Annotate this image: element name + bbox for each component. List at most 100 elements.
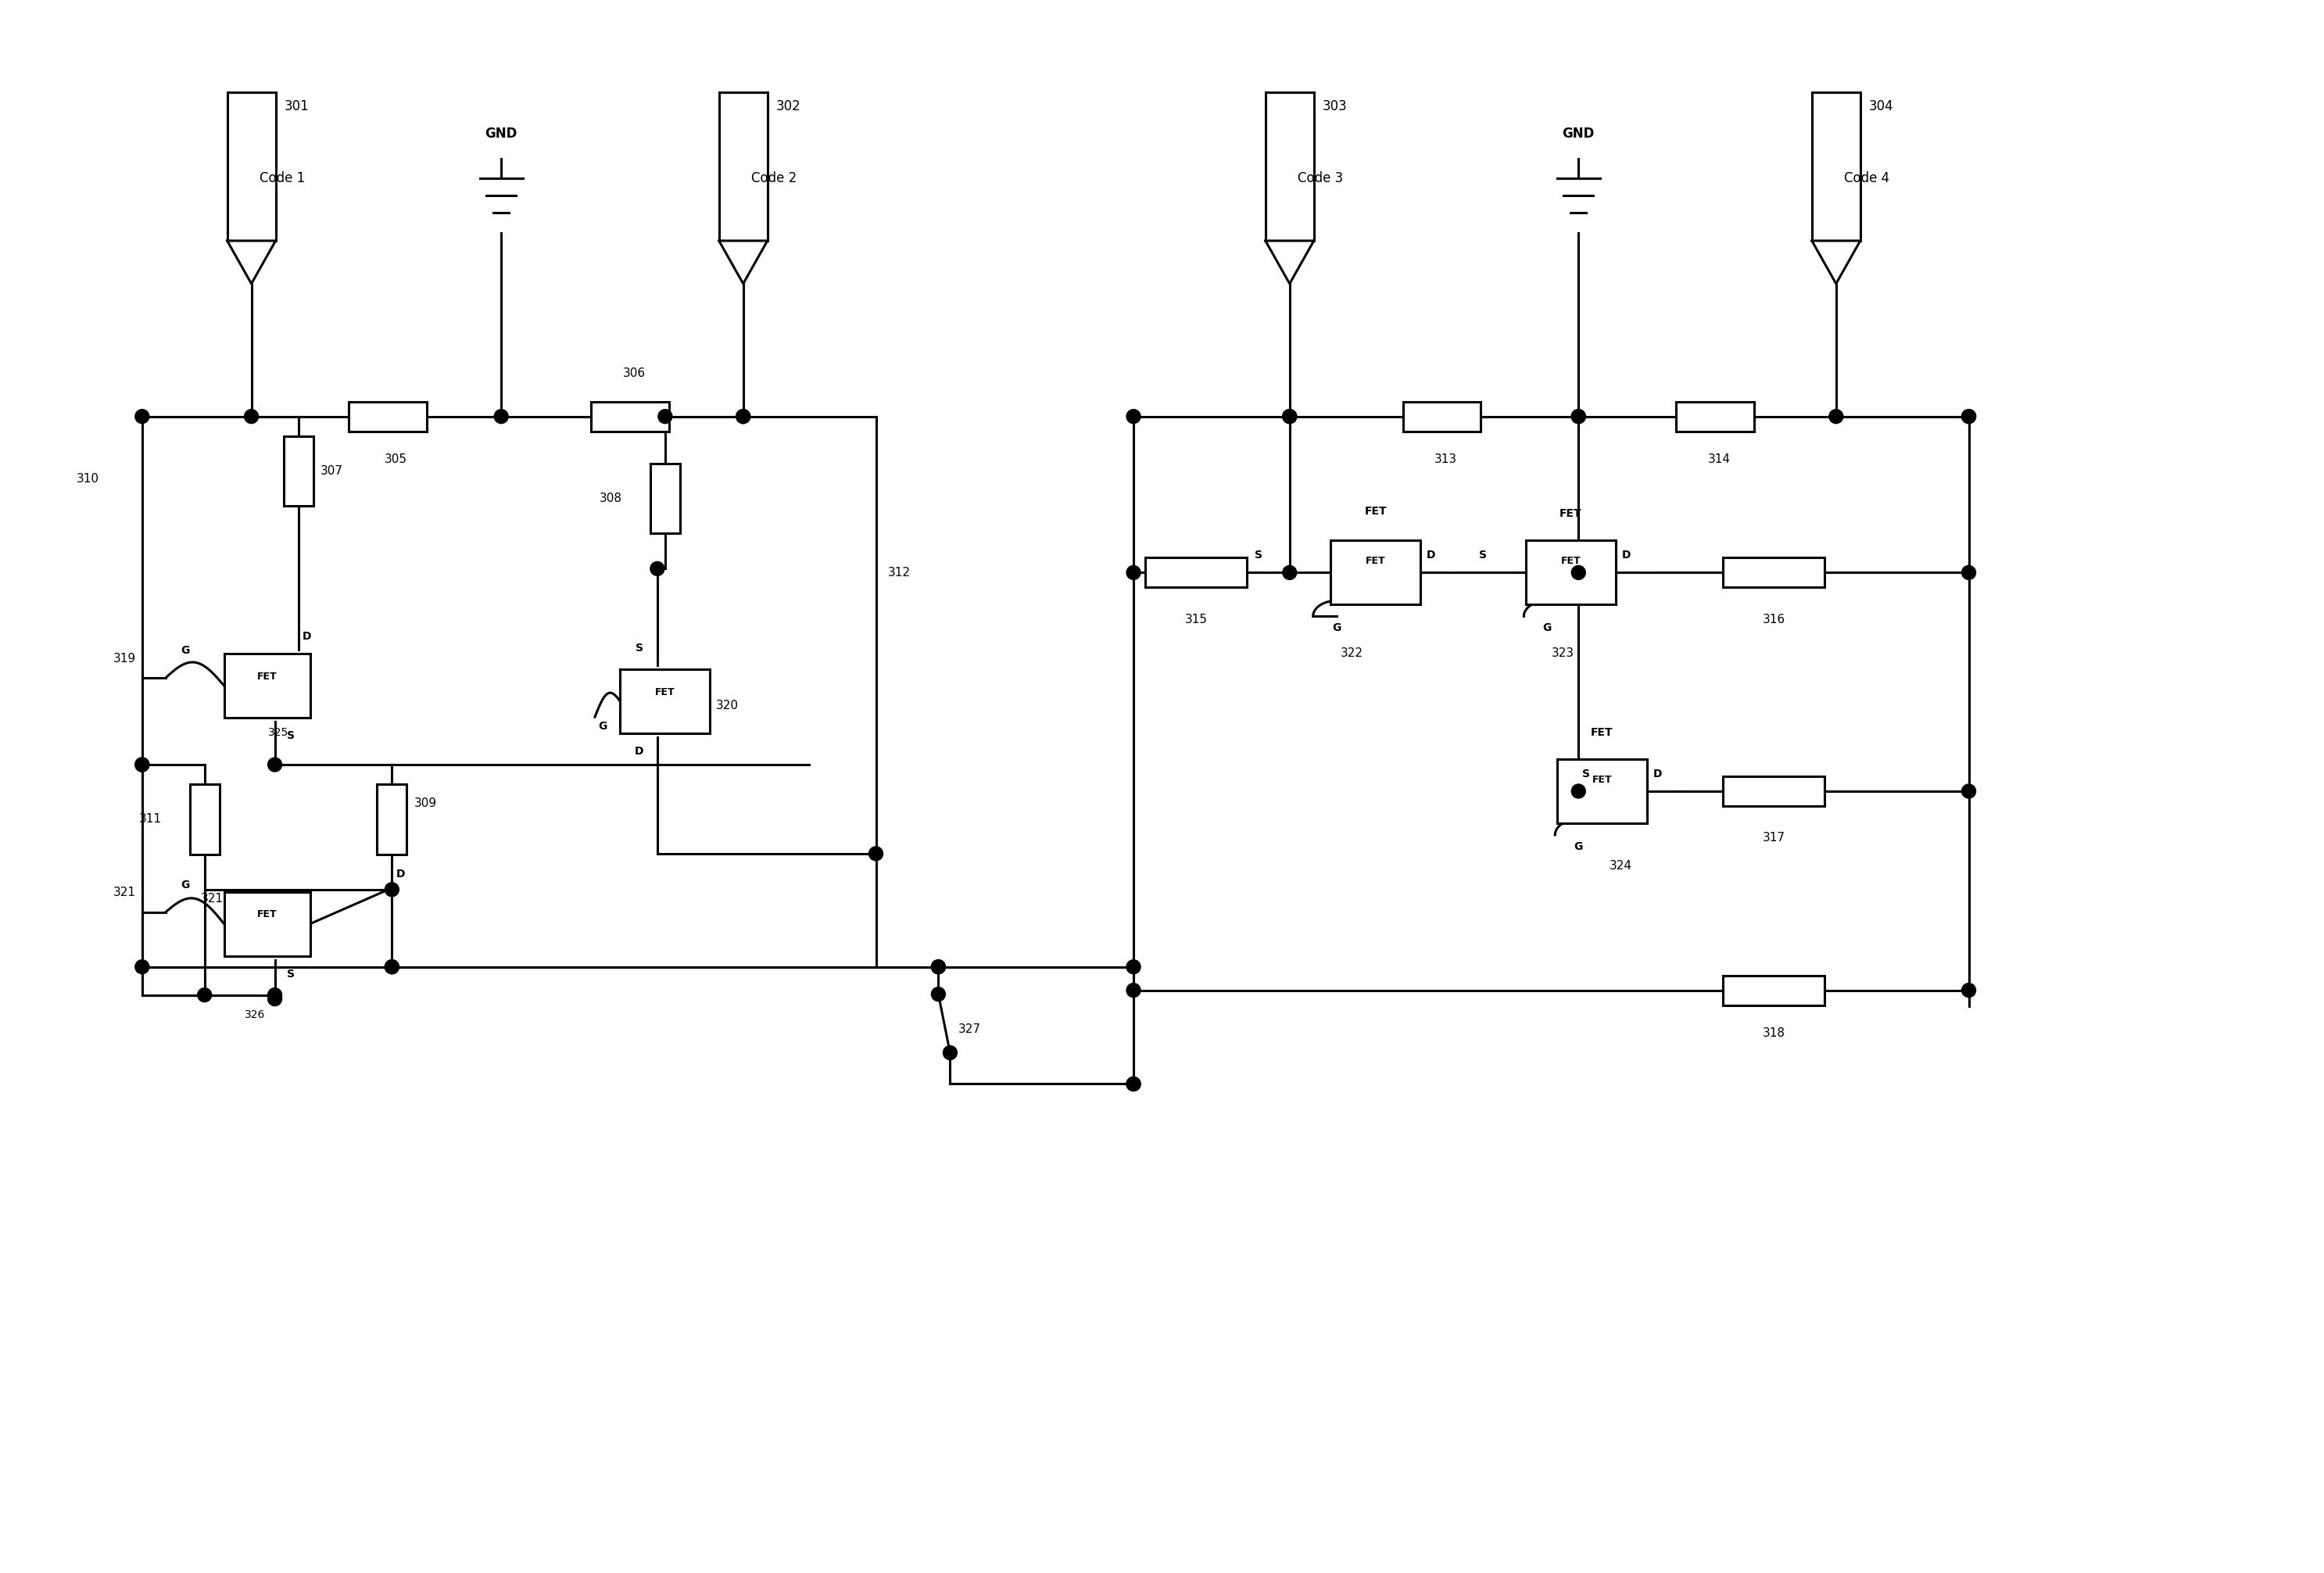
- Bar: [590, 401, 669, 431]
- Bar: [228, 93, 277, 241]
- Text: 309: 309: [414, 798, 437, 810]
- Text: 321: 321: [114, 887, 135, 898]
- Text: G: G: [1332, 623, 1341, 634]
- Circle shape: [135, 758, 149, 772]
- Text: 305: 305: [383, 453, 407, 466]
- Polygon shape: [718, 241, 767, 283]
- Text: 301: 301: [284, 99, 309, 113]
- Text: 304: 304: [1868, 99, 1894, 113]
- Text: 306: 306: [623, 368, 646, 379]
- Circle shape: [932, 960, 946, 974]
- Text: 314: 314: [1708, 453, 1731, 466]
- Bar: [191, 785, 218, 854]
- Circle shape: [1283, 409, 1297, 423]
- Text: 303: 303: [1322, 99, 1348, 113]
- Bar: [1722, 558, 1824, 587]
- Text: G: G: [1573, 842, 1583, 853]
- Bar: [223, 892, 309, 956]
- Circle shape: [1571, 785, 1585, 798]
- Circle shape: [869, 846, 883, 860]
- Text: 327: 327: [957, 1024, 981, 1035]
- Text: S: S: [634, 643, 644, 654]
- Circle shape: [1961, 785, 1975, 798]
- Circle shape: [1571, 409, 1585, 423]
- Circle shape: [651, 562, 665, 576]
- Polygon shape: [1813, 241, 1859, 283]
- Text: 323: 323: [1552, 647, 1573, 659]
- Circle shape: [1571, 566, 1585, 579]
- Bar: [376, 785, 407, 854]
- Text: D: D: [634, 746, 644, 757]
- Text: Code 1: Code 1: [260, 171, 304, 186]
- Circle shape: [737, 409, 751, 423]
- Text: D: D: [302, 631, 311, 642]
- Circle shape: [932, 988, 946, 1000]
- Text: G: G: [1543, 623, 1552, 634]
- Circle shape: [1127, 566, 1141, 579]
- Text: 325: 325: [270, 727, 288, 738]
- Text: 326: 326: [244, 1008, 265, 1019]
- Text: FET: FET: [655, 687, 676, 697]
- Text: 319: 319: [114, 653, 135, 664]
- Bar: [1557, 760, 1648, 823]
- Text: Code 3: Code 3: [1297, 171, 1343, 186]
- Text: S: S: [1583, 769, 1590, 780]
- Text: FET: FET: [1592, 774, 1613, 785]
- Bar: [1404, 401, 1480, 431]
- Text: 320: 320: [716, 700, 739, 711]
- Bar: [1146, 558, 1246, 587]
- Text: D: D: [1622, 551, 1631, 562]
- Circle shape: [1283, 409, 1297, 423]
- Circle shape: [386, 882, 400, 897]
- Circle shape: [135, 409, 149, 423]
- Text: FET: FET: [258, 909, 277, 920]
- Bar: [1722, 975, 1824, 1005]
- Text: G: G: [181, 879, 191, 890]
- Circle shape: [267, 988, 281, 1002]
- Circle shape: [135, 758, 149, 772]
- Text: 316: 316: [1762, 613, 1785, 626]
- Bar: [718, 93, 767, 241]
- Circle shape: [495, 409, 509, 423]
- Text: G: G: [597, 720, 607, 731]
- Text: 302: 302: [776, 99, 802, 113]
- Text: D: D: [395, 868, 404, 879]
- Text: 308: 308: [600, 492, 623, 505]
- Circle shape: [1961, 566, 1975, 579]
- Circle shape: [658, 409, 672, 423]
- Text: 312: 312: [888, 566, 911, 579]
- Text: 311: 311: [139, 813, 163, 826]
- Circle shape: [932, 960, 946, 974]
- Polygon shape: [1267, 241, 1313, 283]
- Bar: [1332, 541, 1420, 604]
- Text: 321: 321: [200, 893, 223, 904]
- Circle shape: [386, 960, 400, 974]
- Text: 322: 322: [1341, 647, 1364, 659]
- Text: 317: 317: [1762, 832, 1785, 843]
- Text: S: S: [286, 730, 295, 741]
- Circle shape: [244, 409, 258, 423]
- Text: D: D: [1652, 769, 1662, 780]
- Text: 307: 307: [321, 466, 342, 477]
- Bar: [1722, 777, 1824, 805]
- Bar: [223, 654, 309, 717]
- Bar: [621, 670, 711, 733]
- Text: GND: GND: [486, 127, 518, 142]
- Circle shape: [944, 1046, 957, 1060]
- Text: S: S: [286, 969, 295, 980]
- Circle shape: [1829, 409, 1843, 423]
- Bar: [1676, 401, 1755, 431]
- Text: D: D: [1427, 551, 1436, 562]
- Bar: [1813, 93, 1859, 241]
- Circle shape: [1127, 1078, 1141, 1092]
- Text: FET: FET: [1559, 508, 1583, 519]
- Circle shape: [1127, 983, 1141, 997]
- Circle shape: [267, 758, 281, 772]
- Text: S: S: [1478, 551, 1487, 562]
- Circle shape: [1283, 566, 1297, 579]
- Text: 318: 318: [1762, 1027, 1785, 1040]
- Text: FET: FET: [1562, 555, 1580, 566]
- Circle shape: [1571, 409, 1585, 423]
- Circle shape: [1961, 409, 1975, 423]
- Bar: [1527, 541, 1615, 604]
